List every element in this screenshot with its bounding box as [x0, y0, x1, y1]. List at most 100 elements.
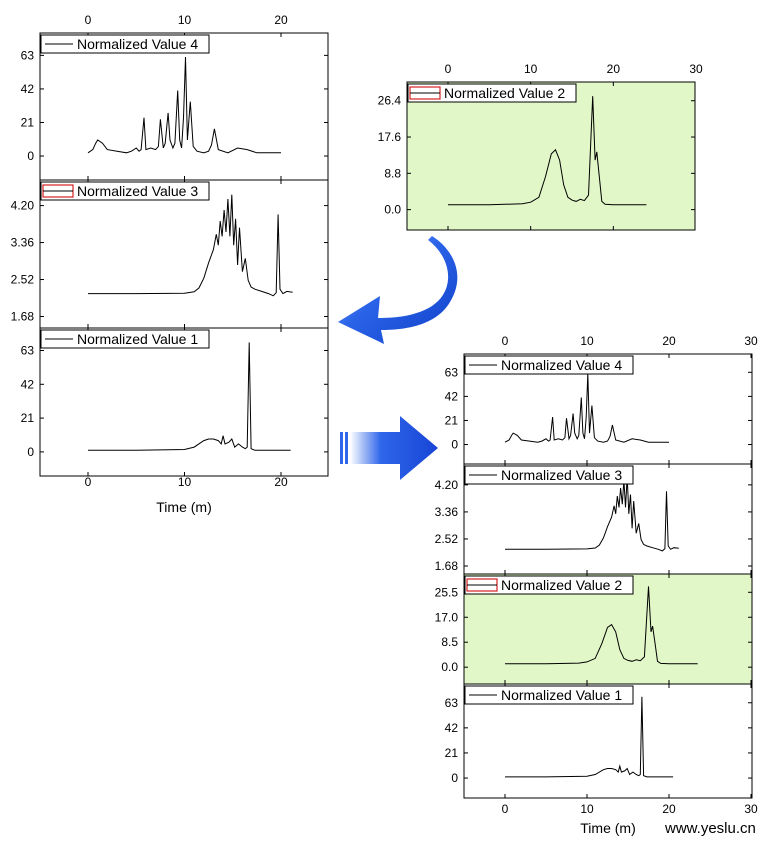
- x-tick-label-top: 0: [85, 13, 92, 27]
- y-tick-label: 0: [27, 445, 34, 459]
- x-axis-title: Time (m): [580, 820, 635, 836]
- y-tick-label: 63: [21, 343, 35, 357]
- y-tick-label: 21: [21, 115, 35, 129]
- y-tick-label: 63: [445, 365, 459, 379]
- y-tick-label: 0: [27, 149, 34, 163]
- legend-label: Normalized Value 4: [77, 36, 198, 52]
- x-tick-label: 30: [744, 802, 758, 816]
- legend: Normalized Value 4: [464, 355, 634, 375]
- x-axis-title: Time (m): [156, 499, 211, 515]
- panel-frame: [39, 327, 329, 477]
- x-tick-label-top: 0: [502, 334, 509, 348]
- legend-box: [407, 83, 577, 103]
- chart-group-1: 0 21 42 63 Normalized Value 4 1.68 2.52 3.36 4.2…: [11, 13, 329, 515]
- y-tick-label: 2.52: [11, 273, 35, 287]
- series-line-normalized-value-3: [88, 194, 293, 297]
- panel-3-2: 1.68 2.52 3.36 4.20 Normalized Value 3: [435, 463, 753, 575]
- x-tick-label-top: 0: [445, 62, 452, 76]
- y-tick-label: 21: [445, 413, 459, 427]
- x-tick-label-top: 10: [580, 334, 594, 348]
- x-tick-label: 0: [85, 475, 92, 489]
- y-tick-label: 4.20: [435, 478, 459, 492]
- y-tick-label: 0.0: [384, 203, 401, 217]
- y-tick-label: 0.0: [441, 660, 458, 674]
- legend: Normalized Value 2: [407, 83, 577, 103]
- series-line-normalized-value-3: [505, 476, 679, 552]
- charts-layer: 0 21 42 63 Normalized Value 4 1.68 2.52 3.36 4.2…: [11, 13, 758, 836]
- legend-label: Normalized Value 3: [77, 183, 198, 199]
- chart-group-2: 0.0 8.8 17.6 26.4 Normalized Value 2 0 10 20 30: [378, 62, 703, 231]
- x-tick-label-top: 20: [607, 62, 621, 76]
- legend-label: Normalized Value 2: [444, 85, 565, 101]
- legend-box: [40, 329, 210, 349]
- y-tick-label: 2.52: [435, 532, 459, 546]
- series-line-normalized-value-1: [88, 342, 291, 451]
- y-tick-label: 21: [445, 746, 459, 760]
- right-arrow-icon: [340, 416, 438, 480]
- y-tick-label: 0: [451, 771, 458, 785]
- legend-box: [40, 34, 210, 54]
- panel-1-2: 1.68 2.52 3.36 4.20 Normalized Value 3: [11, 179, 329, 329]
- legend: Normalized Value 1: [40, 329, 210, 349]
- panel-3-1: 0 21 42 63 Normalized Value 4: [445, 353, 753, 465]
- panel-frame: [39, 179, 329, 329]
- curved-arrow-icon: [338, 236, 458, 344]
- series-line-normalized-value-4: [87, 56, 281, 154]
- panel-3-3: 0.0 8.5 17.0 25.5 Normalized Value 2: [435, 573, 753, 685]
- watermark-text: www.yeslu.cn: [664, 820, 756, 837]
- x-tick-label: 20: [662, 802, 676, 816]
- x-tick-label-top: 20: [662, 334, 676, 348]
- legend-label: Normalized Value 3: [501, 467, 622, 483]
- panel-3-4: 0 21 42 63 Normalized Value 1: [445, 683, 753, 799]
- y-tick-label: 0: [451, 438, 458, 452]
- legend: Normalized Value 3: [40, 181, 210, 201]
- legend: Normalized Value 2: [464, 575, 634, 595]
- series-line-normalized-value-2: [448, 96, 647, 206]
- legend-box: [464, 685, 634, 705]
- y-tick-label: 8.5: [441, 635, 458, 649]
- y-tick-label: 21: [21, 411, 35, 425]
- series-line-normalized-value-1: [505, 696, 674, 778]
- panel-1-3: 0 21 42 63 Normalized Value 1: [21, 327, 329, 477]
- x-tick-label-top: 10: [178, 13, 192, 27]
- legend-box: [464, 575, 634, 595]
- x-tick-label-top: 10: [524, 62, 538, 76]
- legend-box: [40, 181, 210, 201]
- y-tick-label: 3.36: [11, 236, 35, 250]
- y-tick-label: 3.36: [435, 505, 459, 519]
- x-tick-label-top: 30: [744, 334, 758, 348]
- y-tick-label: 1.68: [11, 309, 35, 323]
- legend-box: [464, 465, 634, 485]
- x-tick-label-top: 20: [274, 13, 288, 27]
- y-tick-label: 42: [21, 82, 35, 96]
- legend-label: Normalized Value 4: [501, 357, 622, 373]
- legend-box: [464, 355, 634, 375]
- y-tick-label: 4.20: [11, 199, 35, 213]
- legend-label: Normalized Value 2: [501, 577, 622, 593]
- y-tick-label: 8.8: [384, 166, 401, 180]
- x-tick-label: 10: [178, 475, 192, 489]
- legend-label: Normalized Value 1: [77, 331, 198, 347]
- y-tick-label: 63: [445, 696, 459, 710]
- legend-label: Normalized Value 1: [501, 687, 622, 703]
- y-tick-label: 1.68: [435, 559, 459, 573]
- legend: Normalized Value 3: [464, 465, 634, 485]
- x-tick-label: 20: [274, 475, 288, 489]
- x-tick-label-top: 30: [689, 62, 703, 76]
- panel-1-1: 0 21 42 63 Normalized Value 4: [21, 32, 329, 181]
- y-tick-label: 26.4: [378, 94, 402, 108]
- y-tick-label: 42: [445, 721, 459, 735]
- y-tick-label: 63: [21, 48, 35, 62]
- y-tick-label: 42: [21, 377, 35, 391]
- x-tick-label: 0: [502, 802, 509, 816]
- series-line-normalized-value-4: [504, 373, 669, 443]
- panel-2-1: 0.0 8.8 17.6 26.4 Normalized Value 2: [378, 81, 696, 231]
- y-tick-label: 17.6: [378, 130, 402, 144]
- legend: Normalized Value 1: [464, 685, 634, 705]
- y-tick-label: 42: [445, 389, 459, 403]
- series-line-normalized-value-2: [505, 586, 698, 665]
- chart-group-3: 0 21 42 63 Normalized Value 4 1.68 2.52 3.36 4.2…: [435, 334, 758, 836]
- x-tick-label: 10: [580, 802, 594, 816]
- legend: Normalized Value 4: [40, 34, 210, 54]
